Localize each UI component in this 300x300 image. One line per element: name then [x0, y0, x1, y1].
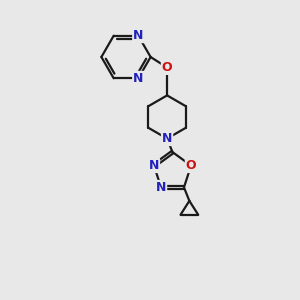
Text: N: N: [133, 72, 143, 85]
Text: O: O: [162, 61, 172, 74]
Text: N: N: [156, 181, 166, 194]
Text: N: N: [149, 159, 159, 172]
Text: N: N: [133, 29, 143, 42]
Text: N: N: [162, 132, 172, 145]
Text: O: O: [186, 159, 196, 172]
